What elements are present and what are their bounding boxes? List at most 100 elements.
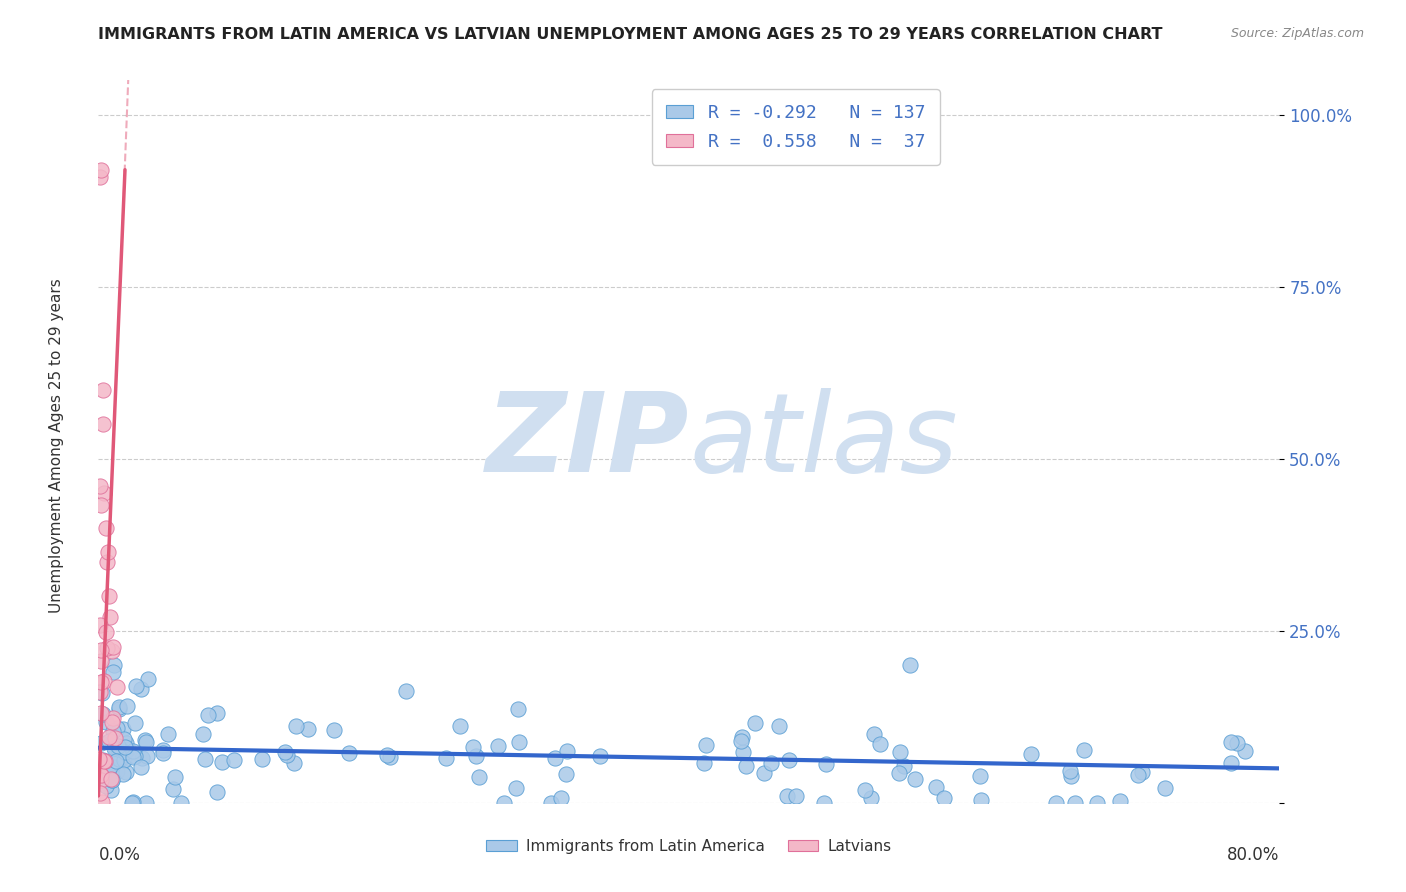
Point — [1108, 793, 1130, 807]
Point — [90, 768, 112, 782]
Point — [464, 748, 486, 763]
Point — [276, 748, 298, 763]
Point — [89, 685, 111, 699]
Point — [165, 770, 187, 784]
Point — [1130, 765, 1153, 780]
Point — [903, 772, 925, 786]
Point — [297, 722, 319, 736]
Point — [1220, 756, 1243, 771]
Point — [1087, 796, 1109, 810]
Point — [222, 753, 245, 767]
Point — [94, 754, 117, 768]
Point — [395, 684, 418, 698]
Point — [337, 747, 360, 761]
Point — [90, 735, 112, 749]
Point — [449, 719, 471, 733]
Point — [934, 791, 956, 805]
Point — [162, 782, 184, 797]
Point — [90, 642, 112, 657]
Point — [108, 752, 131, 766]
Point — [107, 750, 129, 764]
Point — [486, 739, 509, 753]
Point — [768, 719, 790, 733]
Point — [115, 765, 138, 780]
Point — [97, 769, 120, 783]
Point — [90, 706, 112, 720]
Point — [90, 498, 112, 512]
Point — [115, 736, 138, 750]
Point — [778, 753, 800, 767]
Point — [105, 721, 128, 735]
Text: 80.0%: 80.0% — [1227, 847, 1279, 864]
Point — [554, 767, 576, 781]
Point — [1019, 747, 1042, 761]
Point — [869, 737, 891, 751]
Point — [211, 755, 233, 769]
Point — [205, 706, 228, 720]
Point — [924, 780, 946, 795]
Point — [89, 618, 111, 632]
Point — [93, 673, 115, 688]
Point — [122, 744, 145, 758]
Point — [90, 675, 112, 690]
Point — [101, 772, 124, 787]
Legend: Immigrants from Latin America, Latvians: Immigrants from Latin America, Latvians — [479, 833, 898, 860]
Point — [1059, 764, 1081, 779]
Point — [731, 730, 754, 744]
Point — [129, 681, 152, 696]
Point — [112, 753, 135, 767]
Point — [135, 796, 157, 810]
Point — [101, 772, 124, 787]
Text: ZIP: ZIP — [485, 388, 689, 495]
Point — [105, 764, 128, 778]
Point — [97, 766, 120, 780]
Point — [98, 734, 121, 748]
Point — [434, 751, 457, 765]
Point — [94, 779, 117, 793]
Point — [131, 751, 153, 765]
Point — [283, 756, 305, 770]
Point — [1220, 735, 1243, 749]
Point — [108, 702, 131, 716]
Text: 0.0%: 0.0% — [98, 847, 141, 864]
Point — [1226, 736, 1249, 750]
Point — [101, 640, 124, 654]
Point — [785, 789, 807, 804]
Point — [152, 742, 174, 756]
Point — [889, 745, 911, 759]
Point — [124, 748, 146, 763]
Point — [96, 555, 118, 569]
Point — [970, 793, 993, 807]
Point — [323, 723, 346, 737]
Point — [1045, 796, 1067, 810]
Point — [121, 749, 143, 764]
Point — [89, 478, 111, 492]
Point — [90, 768, 112, 782]
Point — [94, 520, 117, 534]
Point — [91, 753, 114, 767]
Point — [111, 767, 134, 781]
Point — [506, 702, 529, 716]
Point — [693, 756, 716, 770]
Point — [100, 644, 122, 658]
Point — [1060, 769, 1083, 783]
Point — [540, 796, 562, 810]
Point — [889, 765, 911, 780]
Point — [863, 727, 886, 741]
Point — [1064, 796, 1087, 810]
Point — [250, 752, 273, 766]
Point — [859, 791, 882, 805]
Point — [97, 730, 120, 744]
Point — [108, 740, 131, 755]
Point — [815, 756, 838, 771]
Point — [893, 758, 915, 772]
Point — [100, 759, 122, 773]
Point — [776, 789, 799, 803]
Point — [104, 739, 127, 754]
Point — [114, 739, 136, 754]
Point — [550, 790, 572, 805]
Point — [508, 735, 530, 749]
Point — [108, 699, 131, 714]
Point — [90, 162, 112, 177]
Point — [274, 745, 297, 759]
